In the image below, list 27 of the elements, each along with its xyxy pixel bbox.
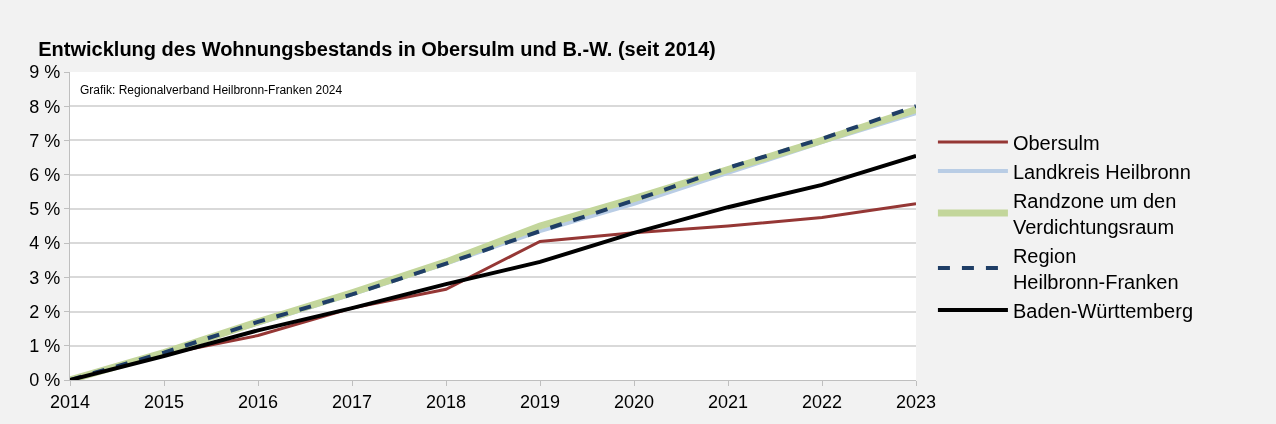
x-tick-label: 2018 xyxy=(425,391,467,412)
legend-label: Landkreis Heilbronn xyxy=(1012,160,1191,183)
y-tick-label: 0 % xyxy=(29,370,61,391)
chart-title: Entwicklung des Wohnungsbestands in Obersulm und B.-W. (seit 2014) xyxy=(38,38,716,61)
legend-label: Obersulm xyxy=(1012,131,1100,154)
y-tick-label: 3 % xyxy=(29,267,61,288)
x-tick-label: 2019 xyxy=(519,391,561,412)
y-tick-label: 7 % xyxy=(29,130,61,151)
x-tick-label: 2015 xyxy=(143,391,185,412)
x-tick-label: 2014 xyxy=(49,391,91,412)
x-tick-label: 2022 xyxy=(801,391,843,412)
y-tick-label: 8 % xyxy=(29,96,61,117)
y-tick-label: 9 % xyxy=(29,62,61,83)
y-tick-label: 1 % xyxy=(29,336,61,357)
x-tick-label: 2021 xyxy=(707,391,749,412)
legend-label: Randzone um den Verdichtungsraum xyxy=(1012,189,1177,238)
y-tick-label: 2 % xyxy=(29,301,61,322)
y-tick-label: 5 % xyxy=(29,199,61,220)
x-tick-label: 2016 xyxy=(237,391,279,412)
x-tick-label: 2017 xyxy=(331,391,373,412)
x-tick-label: 2020 xyxy=(613,391,655,412)
x-tick-label: 2023 xyxy=(895,391,937,412)
annotation: Grafik: Regionalverband Heilbronn-Franken 2024 xyxy=(80,83,343,97)
legend-label: Baden-Württemberg xyxy=(1012,299,1193,322)
y-tick-label: 6 % xyxy=(29,164,61,185)
legend-label: Region Heilbronn-Franken xyxy=(1012,244,1179,293)
y-tick-label: 4 % xyxy=(29,233,61,254)
